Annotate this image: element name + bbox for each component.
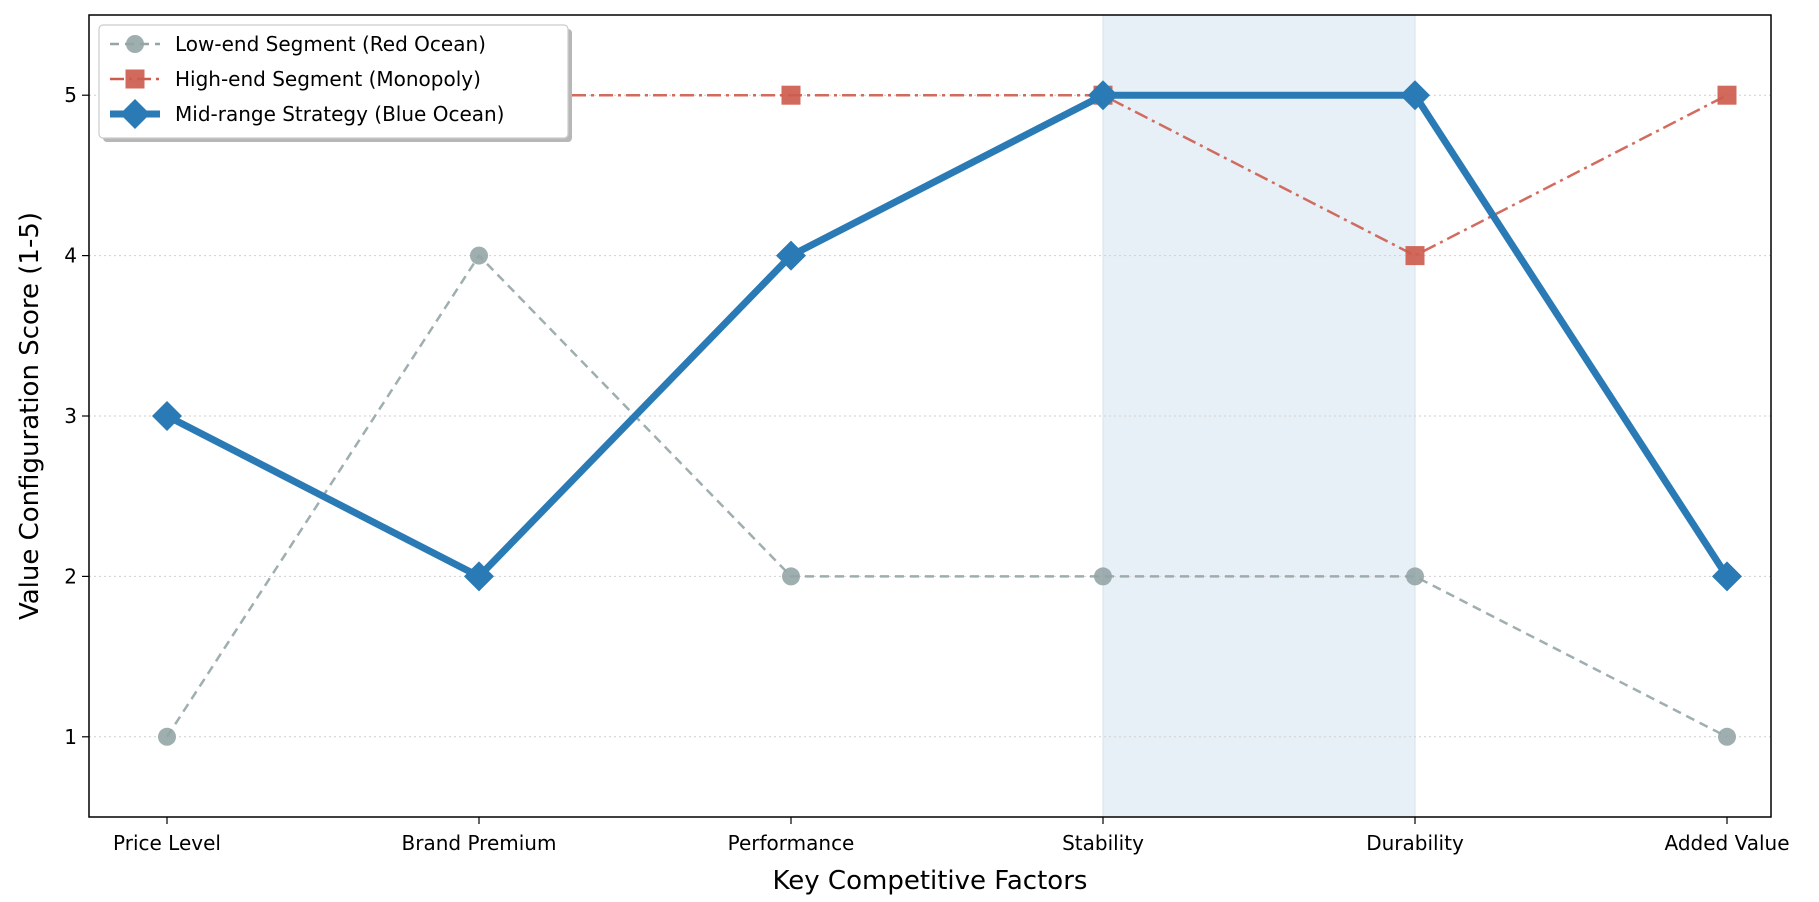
x-tick-label-4: Durability bbox=[1366, 831, 1464, 855]
x-tick-label-3: Stability bbox=[1062, 831, 1144, 855]
y-tick-label-5: 5 bbox=[64, 83, 77, 107]
legend-label-2: Mid-range Strategy (Blue Ocean) bbox=[175, 102, 504, 126]
series-line-0 bbox=[165, 254, 1728, 738]
x-axis-ticks: Price Level Brand Premium Performance Stabi… bbox=[113, 817, 1790, 855]
series-line-2 bbox=[165, 91, 1730, 580]
y-tick-label-4: 4 bbox=[64, 244, 77, 268]
legend-label-1: High-end Segment (Monopoly) bbox=[175, 67, 481, 91]
data-point-2-5 bbox=[1712, 561, 1742, 592]
x-tick-label-2: Performance bbox=[728, 831, 855, 855]
data-point-1-2 bbox=[781, 85, 801, 105]
x-axis-title: Key Competitive Factors bbox=[773, 866, 1088, 896]
y-tick-label-3: 3 bbox=[64, 404, 77, 428]
x-tick-label-5: Added Value bbox=[1665, 831, 1790, 855]
data-point-0-5 bbox=[1718, 727, 1736, 746]
x-tick-label-0: Price Level bbox=[113, 831, 221, 855]
series-0 bbox=[158, 246, 1736, 746]
data-point-2-4 bbox=[1400, 80, 1430, 111]
data-point-2-0 bbox=[152, 401, 182, 431]
y-tick-label-1: 1 bbox=[64, 725, 77, 749]
series-layer bbox=[152, 80, 1742, 746]
data-point-1-5 bbox=[1717, 85, 1737, 105]
data-point-1-4 bbox=[1405, 246, 1425, 266]
legend-box bbox=[98, 24, 569, 139]
data-point-0-4 bbox=[1406, 567, 1424, 586]
grid-lines bbox=[89, 94, 1771, 738]
legend-marker-0 bbox=[126, 35, 144, 53]
data-point-0-2 bbox=[782, 567, 800, 586]
data-point-0-1 bbox=[470, 246, 488, 265]
data-point-2-2 bbox=[776, 240, 806, 271]
data-point-2-1 bbox=[464, 561, 494, 592]
legend-marker-1 bbox=[125, 69, 145, 89]
x-tick-label-1: Brand Premium bbox=[402, 831, 557, 855]
legend-marker-2 bbox=[120, 99, 150, 129]
legend-label-0: Low-end Segment (Red Ocean) bbox=[175, 32, 486, 56]
legend: Low-end Segment (Red Ocean) High-end Segm… bbox=[98, 24, 572, 142]
data-point-0-0 bbox=[158, 727, 176, 746]
data-point-0-3 bbox=[1094, 567, 1112, 586]
y-axis-ticks: 1 2 3 4 5 bbox=[64, 83, 89, 749]
y-tick-label-2: 2 bbox=[64, 564, 77, 588]
y-axis-title: Value Configuration Score (1-5) bbox=[15, 212, 45, 620]
data-point-2-3 bbox=[1088, 80, 1118, 111]
series-2 bbox=[152, 80, 1742, 592]
